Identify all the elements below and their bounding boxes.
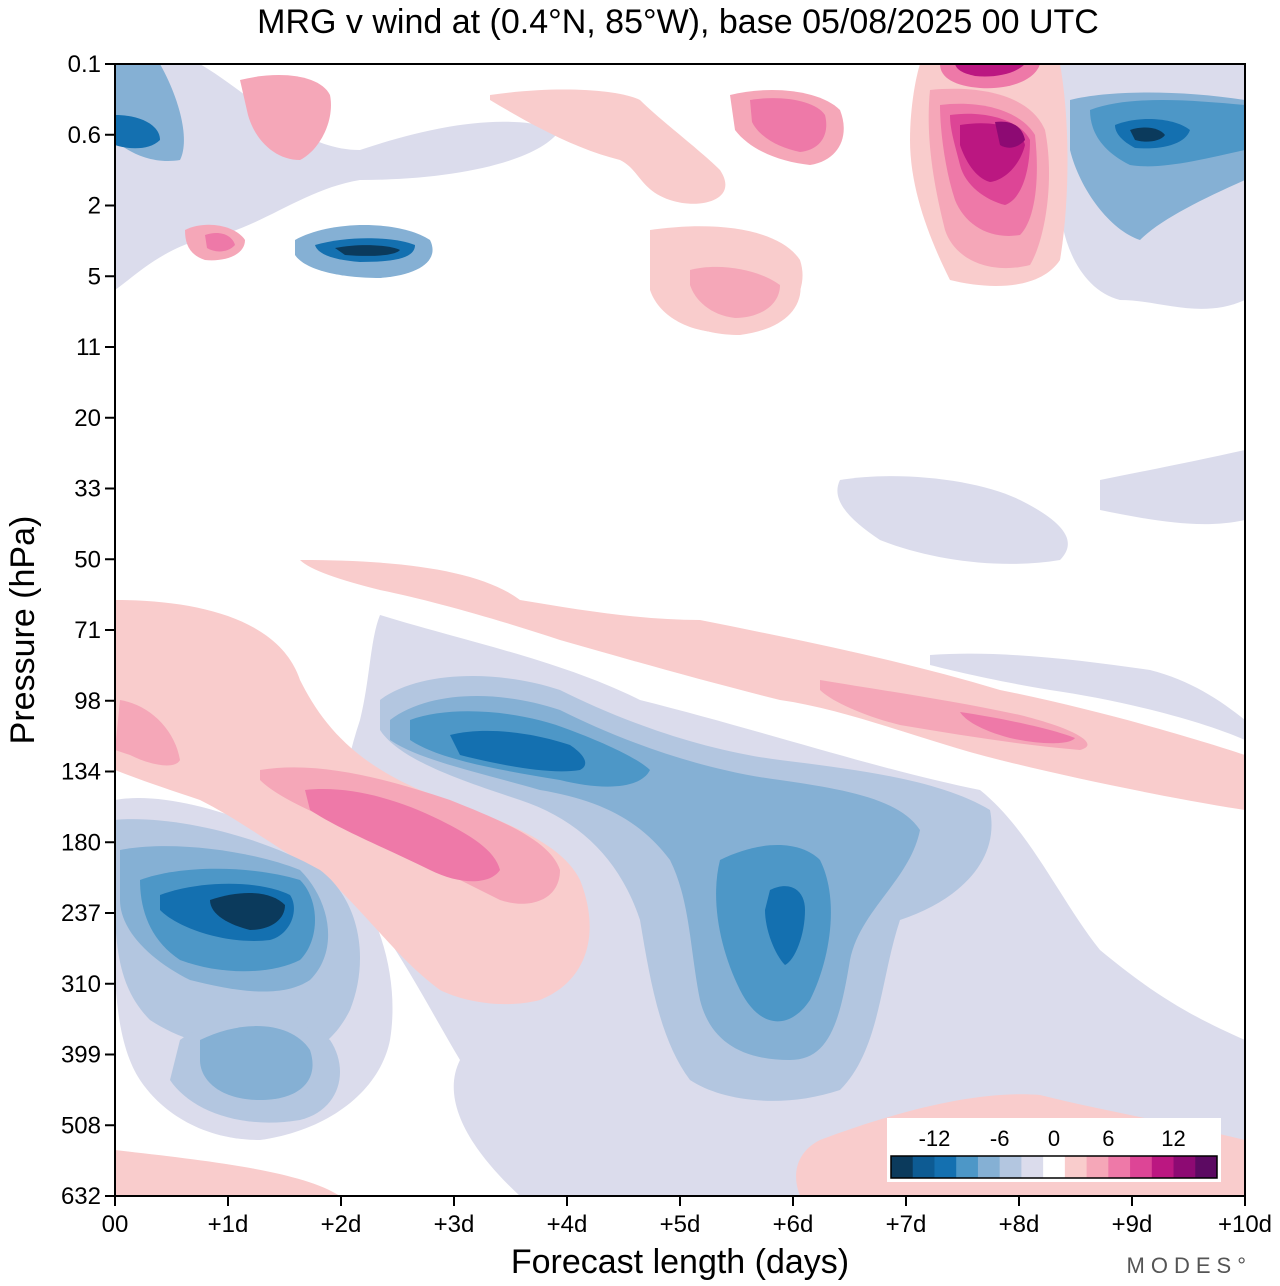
contour-neg-strip-98 bbox=[930, 653, 1245, 740]
contour-neg-top-left-deep bbox=[115, 115, 160, 149]
y-tick-label: 71 bbox=[74, 617, 101, 644]
contour-neg-right-mid bbox=[1100, 450, 1245, 525]
x-tick-label: +3d bbox=[434, 1211, 475, 1238]
colorbar-frame bbox=[890, 1155, 1218, 1179]
contour-pos-top-mid bbox=[490, 89, 726, 204]
colorbar-swatch bbox=[1064, 1156, 1088, 1178]
y-tick-label: 399 bbox=[61, 1042, 101, 1069]
colorbar-swatch bbox=[1086, 1156, 1109, 1178]
colorbar-swatch bbox=[1130, 1156, 1153, 1178]
x-tick-label: 00 bbox=[102, 1211, 129, 1238]
x-axis-ticks: 00 +1d +2d +3d +4d +5d +6d +7d +8d +9d +10d bbox=[102, 1196, 1272, 1238]
y-tick-label: 237 bbox=[61, 900, 101, 927]
colorbar-tick-label: 0 bbox=[1048, 1126, 1060, 1151]
colorbar-tick-label: -12 bbox=[919, 1126, 951, 1151]
y-tick-label: 310 bbox=[61, 971, 101, 998]
contour-pos-left-strip bbox=[115, 700, 180, 766]
y-tick-label: 33 bbox=[74, 476, 101, 503]
x-tick-label: +5d bbox=[660, 1211, 701, 1238]
contour-neg-mid-darkest bbox=[450, 730, 586, 772]
contour-neg-6d-darkest bbox=[765, 886, 805, 965]
colorbar-tick-label: 12 bbox=[1161, 1126, 1185, 1151]
colorbar-swatch bbox=[934, 1156, 957, 1178]
x-tick-label: +6d bbox=[773, 1211, 814, 1238]
contour-pos-strat-6d-strong bbox=[750, 98, 827, 152]
y-tick-label: 50 bbox=[74, 546, 101, 573]
contour-neg-left-399-deep bbox=[200, 1026, 313, 1100]
contour-pos-115-right-strong bbox=[960, 712, 1075, 744]
colorbar-swatch bbox=[1108, 1156, 1131, 1178]
colorbar-swatch bbox=[977, 1156, 1001, 1178]
colorbar-swatch bbox=[1043, 1156, 1066, 1178]
colorbar-swatch bbox=[1151, 1156, 1175, 1178]
contour-neg-top-right-core bbox=[1130, 127, 1165, 142]
x-tick-label: +1d bbox=[208, 1211, 249, 1238]
contour-pos-strat-2d bbox=[240, 75, 331, 160]
y-axis-label: Pressure (hPa) bbox=[4, 516, 42, 745]
y-axis-ticks: 0.1 0.6 2 5 11 20 33 50 71 98 134 180 237 310 399 508 63… bbox=[61, 51, 115, 1210]
contour-pos-diag-band bbox=[300, 560, 1245, 810]
brand-logo: MODES° bbox=[1127, 1253, 1252, 1278]
colorbar: -12 -6 0 6 12 bbox=[887, 1118, 1221, 1182]
colorbar-tick-label: -6 bbox=[990, 1126, 1010, 1151]
contour-neg-left-237-darkest-inner bbox=[210, 893, 285, 930]
y-tick-label: 2 bbox=[88, 193, 101, 220]
x-tick-label: +8d bbox=[999, 1211, 1040, 1238]
y-tick-label: 0.1 bbox=[68, 51, 101, 78]
contour-pos-strat-5hpa-strong bbox=[690, 266, 780, 318]
colorbar-swatch bbox=[891, 1156, 914, 1178]
y-tick-label: 0.6 bbox=[68, 122, 101, 149]
contour-neg-mid-band bbox=[837, 476, 1068, 564]
contour-pos-bottom bbox=[115, 1150, 340, 1196]
colorbar-swatch bbox=[999, 1156, 1022, 1178]
contour-field bbox=[115, 64, 1245, 1196]
contour-neg-3hpa-darkest bbox=[335, 245, 400, 256]
x-tick-label: +10d bbox=[1218, 1211, 1272, 1238]
colorbar-tick-label: 6 bbox=[1102, 1126, 1114, 1151]
y-tick-label: 5 bbox=[88, 263, 101, 290]
colorbar-swatch bbox=[1195, 1156, 1218, 1178]
y-tick-label: 134 bbox=[61, 759, 101, 786]
x-axis-label: Forecast length (days) bbox=[511, 1243, 849, 1281]
colorbar-swatch bbox=[1173, 1156, 1196, 1178]
y-tick-label: 508 bbox=[61, 1112, 101, 1139]
y-tick-label: 632 bbox=[61, 1183, 101, 1210]
x-tick-label: +2d bbox=[321, 1211, 362, 1238]
contour-pos-strat-1d-strong bbox=[205, 233, 235, 252]
colorbar-swatch bbox=[912, 1156, 935, 1178]
chart-title: MRG v wind at (0.4°N, 85°W), base 05/08/… bbox=[257, 3, 1099, 41]
x-tick-label: +4d bbox=[547, 1211, 588, 1238]
y-tick-label: 20 bbox=[74, 405, 101, 432]
y-tick-label: 180 bbox=[61, 829, 101, 856]
x-tick-label: +9d bbox=[1112, 1211, 1153, 1238]
x-tick-label: +7d bbox=[886, 1211, 927, 1238]
y-tick-label: 98 bbox=[74, 688, 101, 715]
contour-pos-top-magenta-core bbox=[955, 64, 1025, 77]
contour-pos-180-strong bbox=[305, 789, 500, 882]
contour-pos-strat-right-darkest bbox=[995, 121, 1025, 148]
colorbar-swatch bbox=[1021, 1156, 1044, 1178]
colorbar-swatch bbox=[956, 1156, 979, 1178]
y-tick-label: 11 bbox=[76, 334, 101, 361]
